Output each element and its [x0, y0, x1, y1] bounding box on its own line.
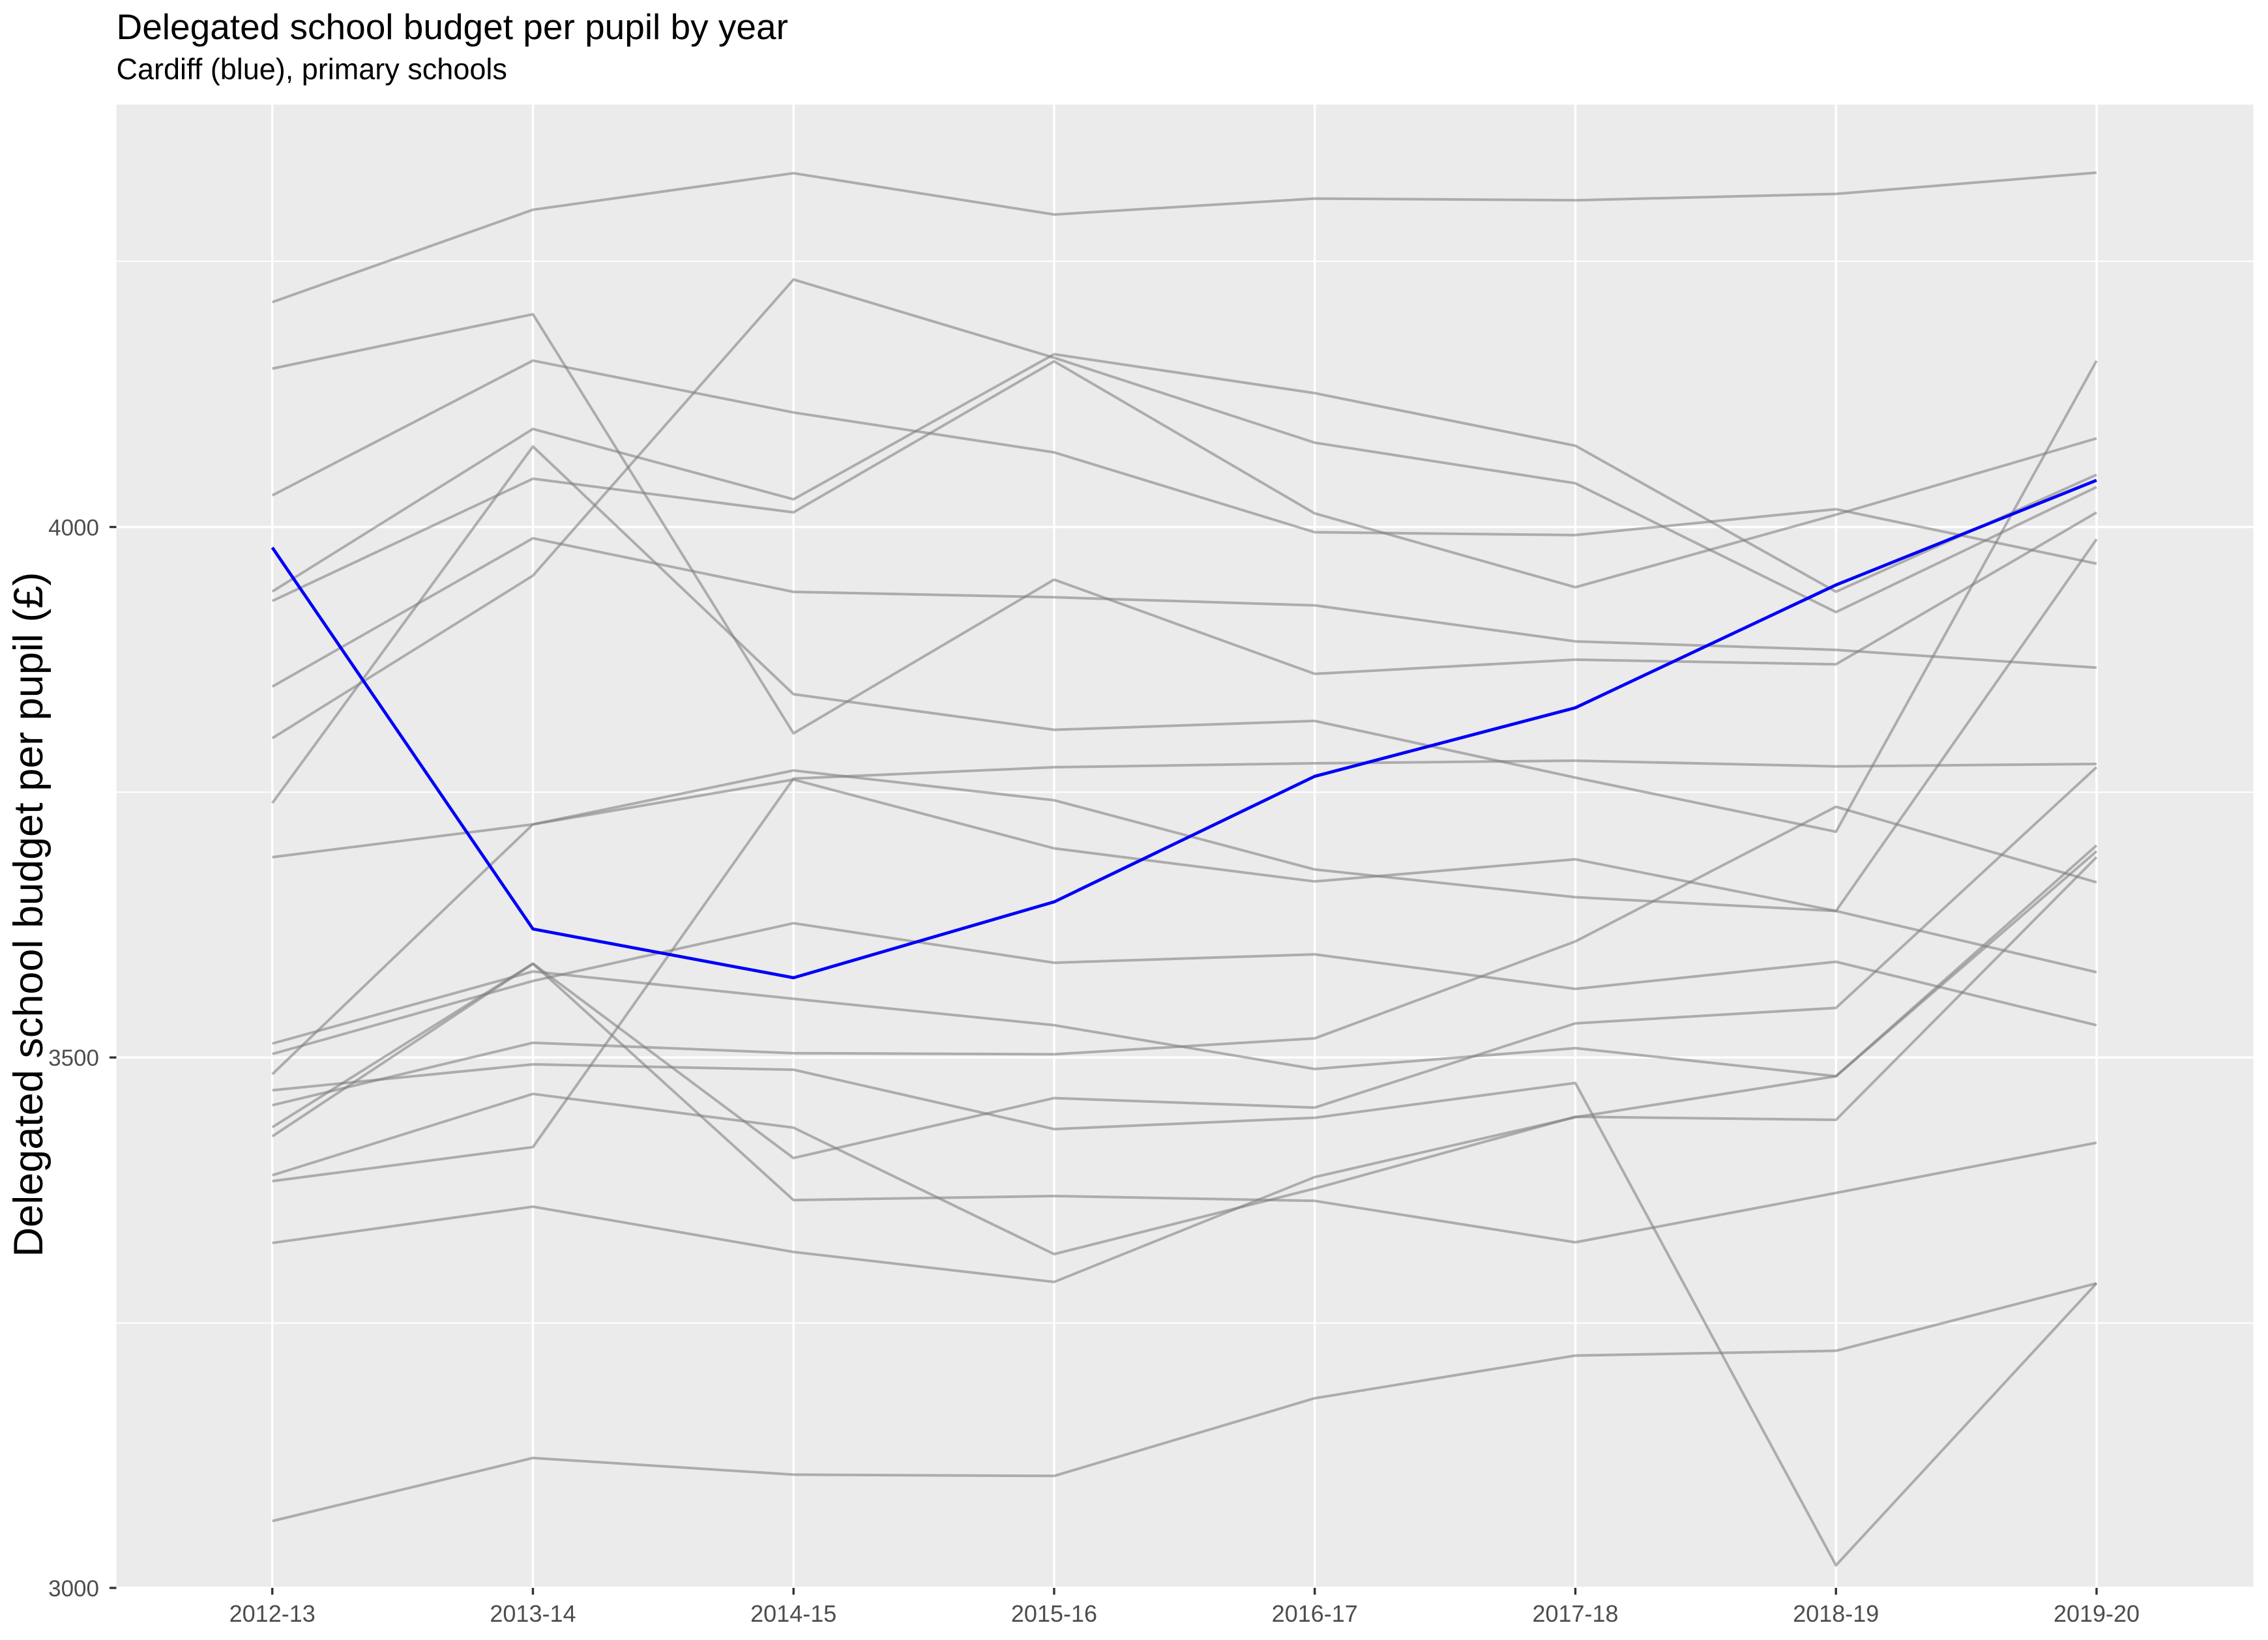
svg-text:3000: 3000: [48, 1576, 99, 1602]
svg-text:2013-14: 2013-14: [490, 1600, 576, 1627]
svg-text:Cardiff (blue), primary school: Cardiff (blue), primary schools: [117, 53, 507, 86]
svg-text:2015-16: 2015-16: [1011, 1600, 1097, 1627]
svg-text:2017-18: 2017-18: [1532, 1600, 1618, 1627]
svg-text:Delegated school budget per pu: Delegated school budget per pupil by yea…: [117, 7, 788, 47]
svg-text:2014-15: 2014-15: [750, 1600, 836, 1627]
svg-text:3500: 3500: [48, 1046, 99, 1071]
svg-text:2018-19: 2018-19: [1793, 1600, 1879, 1627]
svg-text:2019-20: 2019-20: [2054, 1600, 2140, 1627]
svg-text:4000: 4000: [48, 515, 99, 540]
svg-text:2012-13: 2012-13: [229, 1600, 316, 1627]
svg-text:Delegated school budget per pu: Delegated school budget per pupil (£): [6, 572, 52, 1257]
svg-text:2016-17: 2016-17: [1272, 1600, 1358, 1627]
